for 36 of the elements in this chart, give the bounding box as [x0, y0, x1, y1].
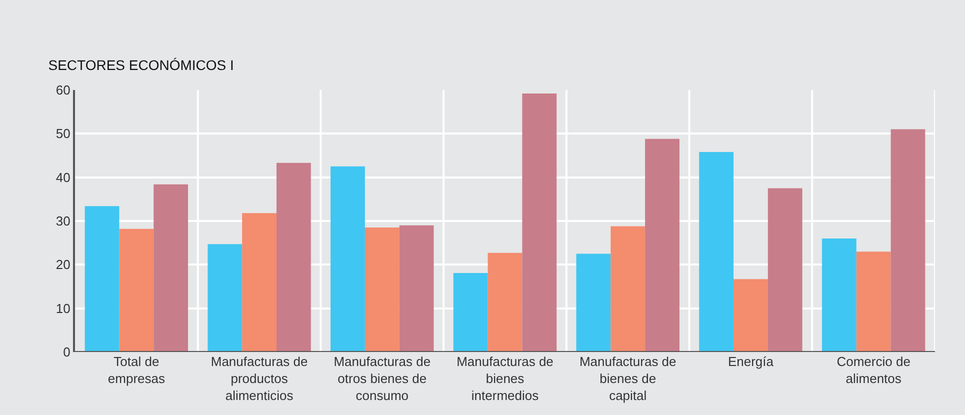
bar [822, 238, 856, 352]
bar [119, 228, 154, 352]
bar [453, 272, 488, 352]
x-tick-label: Manufacturas de productos alimenticios [210, 354, 308, 403]
x-tick-label: Total de empresas [108, 354, 166, 386]
bar [364, 228, 400, 352]
bar [890, 129, 926, 352]
bar [699, 152, 734, 352]
bar [610, 226, 646, 352]
x-tick-label: Manufacturas de otros bienes de consumo [334, 354, 431, 403]
x-tick-label: Energía [728, 354, 774, 369]
y-tick-label: 30 [56, 214, 70, 229]
y-tick-label: 20 [56, 257, 70, 272]
bar [242, 213, 276, 352]
y-tick-label: 60 [56, 82, 70, 98]
y-tick-label: 10 [56, 300, 70, 316]
bar [84, 206, 120, 352]
bar [154, 184, 188, 352]
bar [768, 188, 802, 352]
y-tick-label: 40 [56, 170, 70, 185]
y-tick-label: 0 [63, 344, 70, 360]
bar [399, 225, 434, 352]
x-tick-label: Manufacturas de bienes de capital [579, 354, 676, 403]
bar [522, 93, 557, 352]
bar [856, 252, 891, 352]
bar [645, 138, 680, 352]
bar [734, 279, 768, 352]
x-tick-label: Comercio de alimentos [836, 354, 910, 386]
chart-title: SECTORES ECONÓMICOS I [48, 56, 234, 73]
bar [330, 166, 365, 352]
x-tick-label: Manufacturas de bienes intermedios [456, 354, 554, 403]
y-tick-label: 50 [56, 126, 70, 142]
bar [488, 252, 522, 352]
bar [576, 254, 611, 352]
bar [276, 162, 311, 352]
bar [208, 244, 242, 352]
